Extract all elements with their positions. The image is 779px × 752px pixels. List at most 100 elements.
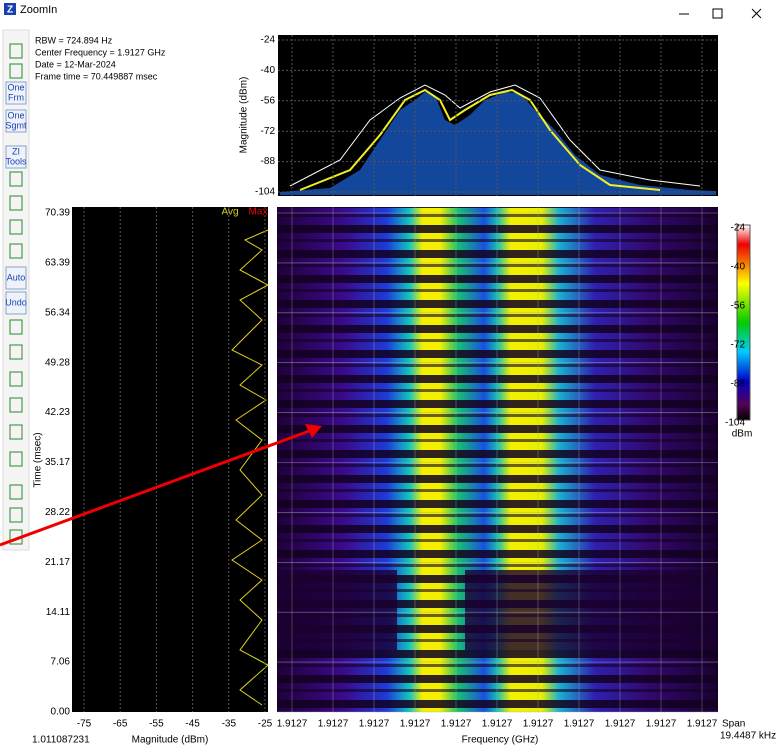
colorbar [736, 224, 751, 421]
app-icon-letter: Z [7, 5, 13, 16]
spectrogram-quiet [465, 570, 718, 650]
colorbar-unit: dBm [732, 429, 753, 440]
spectrum-y-tick-label: -104 [255, 187, 275, 198]
spectrum-y-label: Magnitude (dBm) [239, 77, 250, 154]
toolbar-icon[interactable] [9, 43, 23, 59]
freq-x-tick-label: 1.9127 [523, 719, 554, 730]
toolbar-icon[interactable] [9, 63, 23, 79]
freq-x-tick-label: 1.9127 [277, 719, 308, 730]
colorbar-tick-label: -40 [731, 262, 746, 273]
toolbar-button-label: Sgmt [5, 120, 27, 130]
toolbar-icon[interactable] [9, 507, 23, 523]
time-y-tick-label: 28.22 [45, 507, 70, 518]
time-y-tick-label: 42.23 [45, 407, 70, 418]
freq-x-tick-label: 1.9127 [605, 719, 636, 730]
toolbar-icon[interactable] [9, 424, 23, 440]
toolbar-button-label: Tools [5, 156, 27, 166]
magnitude-x-tick-label: -55 [149, 719, 164, 730]
toolbar-button[interactable] [5, 81, 27, 105]
time-y-tick-label: 0.00 [51, 707, 71, 718]
spectrum-avg [299, 88, 661, 191]
toolbar-icon[interactable] [9, 195, 23, 211]
time-y-label: Time (msec) [33, 432, 44, 487]
spectrum-traces [280, 92, 716, 195]
toolbar-icon[interactable] [9, 171, 23, 187]
time-y-tick-label: 70.39 [45, 208, 70, 219]
toolbar-button-label: Auto [7, 272, 26, 282]
toolbar-icon[interactable] [9, 319, 23, 335]
freq-x-label: Frequency (GHz) [462, 735, 539, 746]
info-line: RBW = 724.894 Hz [35, 35, 113, 45]
freq-x-tick-label: 1.9127 [687, 719, 718, 730]
time-plot [72, 207, 268, 712]
toolbar-button-label: ZI [12, 146, 20, 156]
span-value: 19.4487 kHz [720, 731, 776, 742]
app-icon [4, 3, 16, 15]
toolbar-button-label: One [7, 110, 24, 120]
magnitude-x-tick-label: -65 [113, 719, 128, 730]
magnitude-x-tick-label: -75 [77, 719, 92, 730]
spectrum-y-tick-label: -40 [261, 65, 276, 76]
corner-value: 1.011087231 [32, 735, 90, 746]
freq-x-tick-label: 1.9127 [564, 719, 595, 730]
toolbar-button[interactable] [5, 145, 27, 169]
annotation-arrow [0, 428, 313, 547]
time-y-tick-label: 14.11 [46, 607, 71, 618]
spectrum-y-tick-label: -24 [261, 35, 276, 46]
freq-x-tick-label: 1.9127 [482, 719, 513, 730]
arrow-head [305, 424, 322, 438]
freq-x-tick-label: 1.9127 [400, 719, 431, 730]
span-label: Span [722, 719, 745, 730]
colorbar-tick-label: -56 [731, 301, 746, 312]
info-line: Frame time = 70.449887 msec [35, 71, 158, 81]
colorbar-tick-label: -88 [731, 379, 746, 390]
toolbar-button-label: One [7, 82, 24, 92]
spectrum-y-tick-label: -72 [261, 126, 276, 137]
freq-x-tick-label: 1.9127 [646, 719, 677, 730]
toolbar-button[interactable] [5, 266, 27, 290]
maximize[interactable] [712, 8, 723, 19]
toolbar-icon[interactable] [9, 484, 23, 500]
legend-max: Max [249, 207, 268, 218]
legend-avg: Avg [221, 207, 238, 218]
time-y-tick-label: 49.28 [45, 357, 70, 368]
toolbar-button[interactable] [5, 291, 27, 315]
close[interactable] [751, 8, 762, 19]
spectrum-axes: -24 -40 -56 -72 -88 -104 [255, 35, 718, 198]
time-axes: 70.39 63.39 56.34 49.28 42.23 35.17 28.22 21.17… [45, 207, 273, 730]
magnitude-x-tick-label: -25 [258, 719, 273, 730]
time-trace [231, 229, 270, 706]
time-y-tick-label: 35.17 [45, 457, 70, 468]
spectrum-y-tick-label: -56 [261, 95, 276, 106]
spectrum-max [289, 84, 701, 187]
time-y-tick-label: 56.34 [45, 307, 70, 318]
toolbar-icon[interactable] [9, 371, 23, 387]
toolbar-icon[interactable] [9, 344, 23, 360]
time-x-label: Magnitude (dBm) [132, 735, 209, 746]
info-line: Center Frequency = 1.9127 GHz [35, 47, 166, 57]
colorbar-tick-label: -104 [725, 418, 745, 429]
toolbar-button[interactable] [5, 109, 27, 133]
magnitude-x-tick-label: -35 [222, 719, 237, 730]
time-y-tick-label: 7.06 [51, 657, 71, 668]
spectrum-y-tick-label: -88 [261, 156, 276, 167]
magnitude-x-tick-label: -45 [185, 719, 200, 730]
time-y-tick-label: 63.39 [45, 258, 70, 269]
spectrogram-axes: 1.9127 1.9127 1.9127 1.9127 1.9127 1.9127 1.91… [277, 207, 718, 730]
freq-x-tick-label: 1.9127 [441, 719, 472, 730]
info-block: RBW = 724.894 Hz Center Frequency = 1.912… [35, 35, 166, 81]
toolbar-icon[interactable] [9, 451, 23, 467]
toolbar-button-label: Frm [8, 92, 24, 102]
colorbar-tick-label: -24 [731, 223, 746, 234]
toolbar [2, 29, 30, 551]
window-title: ZoomIn [20, 4, 57, 16]
toolbar-icon[interactable] [9, 397, 23, 413]
toolbar-button-label: Undo [5, 297, 27, 307]
freq-x-tick-label: 1.9127 [318, 719, 349, 730]
freq-x-tick-label: 1.9127 [359, 719, 390, 730]
toolbar-icon[interactable] [9, 219, 23, 235]
toolbar-icon[interactable] [9, 243, 23, 259]
